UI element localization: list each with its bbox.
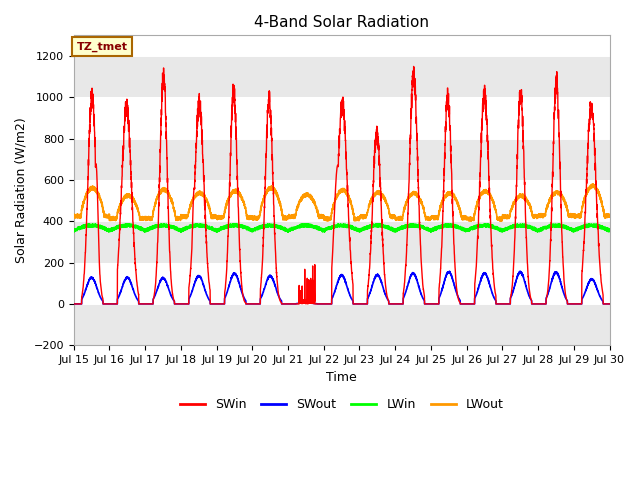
Text: TZ_tmet: TZ_tmet <box>76 41 127 51</box>
Legend: SWin, SWout, LWin, LWout: SWin, SWout, LWin, LWout <box>175 394 509 417</box>
Bar <box>74 139 609 180</box>
Title: 4-Band Solar Radiation: 4-Band Solar Radiation <box>254 15 429 30</box>
Bar <box>74 304 609 345</box>
X-axis label: Time: Time <box>326 371 357 384</box>
Bar <box>74 221 609 263</box>
Y-axis label: Solar Radiation (W/m2): Solar Radiation (W/m2) <box>15 118 28 263</box>
Bar <box>74 56 609 97</box>
